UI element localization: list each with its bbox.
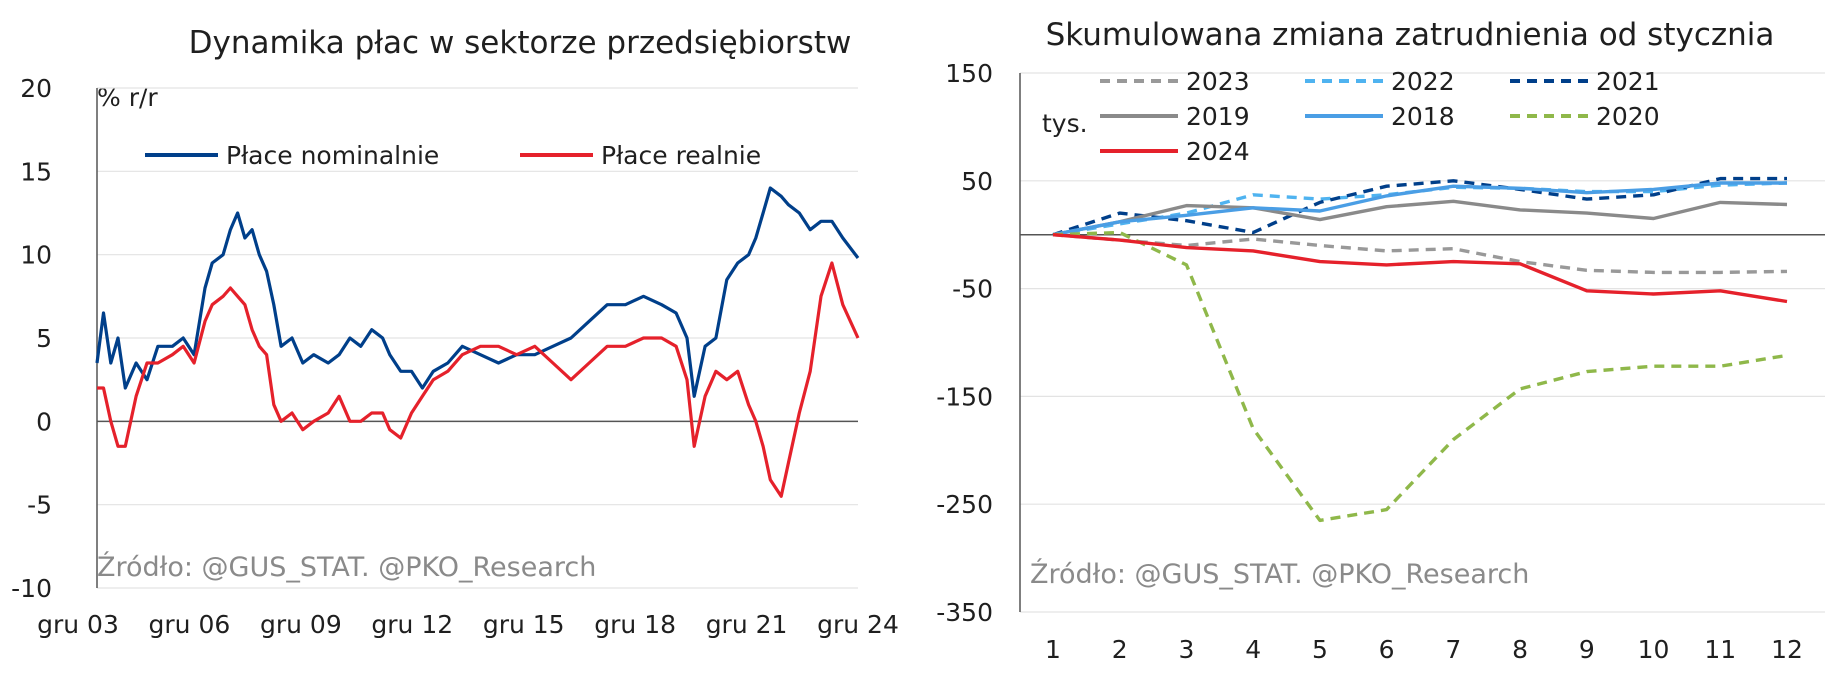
employment-x-tick-label: 3 (1179, 635, 1195, 664)
wage-source-note: Źródło: @GUS_STAT. @PKO_Research (97, 551, 596, 583)
employment-source-note: Źródło: @GUS_STAT. @PKO_Research (1030, 558, 1529, 590)
legend-label-2021: 2021 (1596, 67, 1660, 96)
wage-x-ticks: gru 03 gru 06 gru 09 gru 12 gru 15 gru 18 gru … (37, 610, 899, 639)
wage-y-tick-label: 15 (20, 157, 52, 186)
employment-x-tick-label: 12 (1771, 635, 1803, 664)
wage-y-tick-label: 5 (36, 324, 52, 353)
legend-label-2018: 2018 (1391, 102, 1455, 131)
series-line-2018 (1052, 181, 1787, 237)
series-line-nominal (95, 186, 860, 398)
employment-change-chart: Skumulowana zmiana zatrudnienia od stycz… (936, 17, 1825, 664)
wage-y-tick-label: -10 (11, 574, 52, 603)
employment-x-tick-label: 10 (1638, 635, 1670, 664)
employment-y-tick-label: -150 (936, 382, 993, 411)
legend-label-real: Płace realnie (601, 141, 761, 170)
legend-label-2020: 2020 (1596, 102, 1660, 131)
wage-x-tick-label: gru 06 (149, 610, 231, 639)
series-line-2019 (1052, 199, 1788, 237)
series-line-2023 (1052, 233, 1788, 275)
wage-x-tick-label: gru 12 (371, 610, 453, 639)
employment-unit-label: tys. (1042, 109, 1088, 138)
wage-dynamics-chart: Dynamika płac w sektorze przedsiębiorstw… (11, 25, 899, 639)
employment-x-tick-label: 11 (1704, 635, 1736, 664)
wage-x-tick-label: gru 21 (706, 610, 788, 639)
employment-y-ticks: 150 50 -50 -150 -250 -350 (936, 59, 993, 627)
wage-y-tick-label: 20 (20, 74, 52, 103)
series-line-real (97, 261, 860, 498)
wage-y-ticks: 20 15 10 5 0 -5 -10 (11, 74, 52, 603)
employment-x-tick-label: 7 (1445, 635, 1461, 664)
employment-y-tick-label: -50 (952, 275, 993, 304)
employment-chart-title: Skumulowana zmiana zatrudnienia od stycz… (1046, 17, 1775, 53)
employment-y-tick-label: 50 (961, 167, 993, 196)
series-line-2020 (1052, 230, 1788, 523)
legend-label-2023: 2023 (1186, 67, 1250, 96)
wage-chart-title: Dynamika płac w sektorze przedsiębiorstw (189, 25, 852, 61)
series-line-2024 (1052, 233, 1788, 304)
employment-x-tick-label: 8 (1512, 635, 1528, 664)
employment-legend: 2023 2022 2021 2019 2018 2020 2024 (1100, 67, 1660, 166)
legend-label-2024: 2024 (1186, 137, 1250, 166)
employment-x-tick-label: 5 (1312, 635, 1328, 664)
wage-x-tick-label: gru 24 (817, 610, 899, 639)
employment-grid (1019, 72, 1825, 613)
legend-label-2019: 2019 (1186, 102, 1250, 131)
employment-y-tick-label: -350 (936, 598, 993, 627)
employment-x-tick-label: 9 (1579, 635, 1595, 664)
employment-series (1052, 176, 1788, 523)
employment-y-tick-label: -250 (936, 490, 993, 519)
employment-x-tick-label: 6 (1379, 635, 1395, 664)
wage-x-tick-label: gru 03 (37, 610, 119, 639)
wage-y-tick-label: 10 (20, 241, 52, 270)
legend-label-2022: 2022 (1391, 67, 1455, 96)
wage-unit-label: % r/r (97, 83, 158, 112)
employment-x-tick-label: 4 (1245, 635, 1261, 664)
wage-x-tick-label: gru 18 (594, 610, 676, 639)
wage-series (95, 186, 860, 498)
employment-y-tick-label: 150 (945, 59, 993, 88)
wage-x-tick-label: gru 15 (483, 610, 565, 639)
series-line-2021 (1052, 176, 1787, 237)
employment-x-tick-label: 1 (1045, 635, 1061, 664)
employment-x-tick-label: 2 (1112, 635, 1128, 664)
employment-x-ticks: 1 2 3 4 5 6 7 8 9 10 11 12 (1045, 635, 1803, 664)
legend-label-nominal: Płace nominalnie (226, 141, 439, 170)
wage-y-tick-label: 0 (36, 407, 52, 436)
wage-x-tick-label: gru 09 (260, 610, 342, 639)
wage-legend: Płace nominalnie Płace realnie (145, 141, 761, 170)
wage-y-tick-label: -5 (27, 491, 52, 520)
